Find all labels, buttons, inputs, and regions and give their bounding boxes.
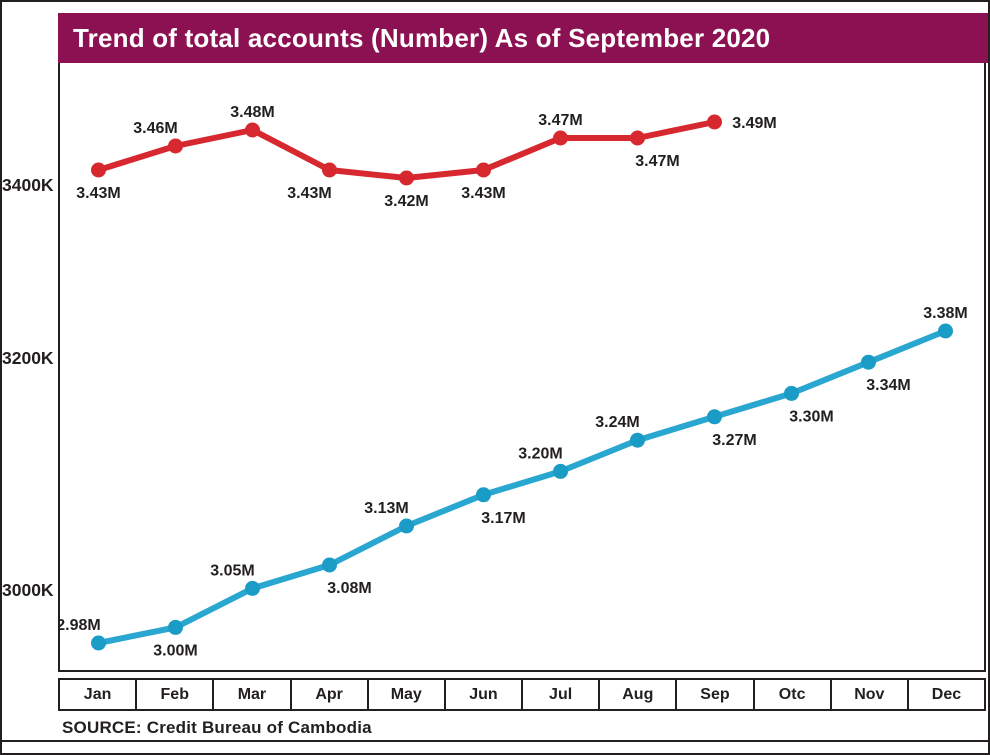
x-axis-month-cell: Nov [829, 680, 907, 709]
red-line-top-value-label: 3.43M [287, 185, 331, 202]
blue-line-bottom-point-Dec [938, 323, 953, 339]
x-axis-month-cell: Apr [289, 680, 367, 709]
x-axis: Jan Feb Mar Apr May Jun Jul Aug Sep Otc Nov Dec [58, 678, 986, 711]
bottom-divider [2, 740, 988, 742]
red-line-top-value-label: 3.46M [133, 120, 177, 137]
blue-line-bottom-point-Jul [553, 463, 568, 479]
red-line-top-point-Jul [553, 130, 568, 146]
blue-line-bottom-point-Apr [322, 557, 337, 573]
red-line-top-point-Sep [707, 114, 722, 130]
x-axis-month-cell: May [366, 680, 444, 709]
red-line-top-point-Jan [91, 162, 106, 178]
blue-line-bottom-value-label: 3.08M [327, 580, 371, 597]
blue-line-bottom-value-label: 2.98M [60, 617, 101, 634]
blue-line-bottom-point-Aug [630, 432, 645, 448]
blue-line-bottom-path [95, 328, 949, 646]
red-line-top-point-Aug [630, 130, 645, 146]
x-axis-month-cell: Mar [212, 680, 289, 709]
blue-line-bottom-point-Jan [91, 635, 106, 651]
y-axis-tick-label: 3000K [2, 580, 54, 600]
x-axis-month-cell: Dec [906, 680, 984, 709]
source-caption: SOURCE: Credit Bureau of Cambodia [62, 718, 372, 737]
plot-area: 3.43M 3.46M 3.48M 3.43M 3.42M 3.43M 3.47M 3.47M… [58, 63, 986, 672]
blue-line-bottom-value-label: 3.30M [789, 408, 833, 425]
red-line-top-value-label: 3.43M [461, 185, 505, 202]
blue-line-bottom-value-label: 3.24M [595, 414, 639, 431]
blue-line-bottom-value-label: 3.13M [364, 500, 408, 517]
red-line-top-value-label: 3.47M [635, 153, 679, 170]
blue-line-bottom-value-label: 3.27M [712, 432, 756, 449]
red-line-top-value-label: 3.42M [384, 193, 428, 210]
blue-line-bottom-point-Jun [476, 487, 491, 503]
x-axis-month-cell: Jun [443, 680, 521, 709]
x-axis-month-cell: Feb [135, 680, 212, 709]
line-chart-canvas: 3.43M 3.46M 3.48M 3.43M 3.42M 3.43M 3.47M 3.47M… [60, 104, 968, 659]
x-axis-month-cell: Jan [83, 685, 112, 703]
red-line-top-point-Jun [476, 162, 491, 178]
blue-line-bottom-point-Mar [245, 580, 260, 596]
red-line-top-point-Apr [322, 162, 337, 178]
red-line-top-value-label: 3.48M [230, 104, 274, 121]
blue-line-bottom-point-Nov [861, 354, 876, 370]
blue-line-bottom-value-label: 3.20M [518, 445, 562, 462]
red-line-top-point-Mar [245, 122, 260, 138]
red-line-top-value-label: 3.43M [76, 185, 120, 202]
red-line-top-value-label: 3.49M [732, 115, 776, 132]
red-line-top-path [95, 119, 718, 181]
red-line-top-value-label: 3.47M [538, 112, 582, 129]
x-axis-month-cell: Jul [521, 680, 598, 709]
blue-line-bottom-value-label: 3.17M [481, 510, 525, 527]
red-line-top-point-May [399, 170, 414, 186]
chart-title-bar: Trend of total accounts (Number) As of S… [58, 13, 988, 63]
blue-line-bottom-point-Feb [168, 619, 183, 635]
blue-line-bottom-point-Otc [784, 385, 799, 401]
blue-line-bottom-point-Sep [707, 409, 722, 425]
blue-line-bottom-value-label: 3.34M [866, 377, 910, 394]
blue-line-bottom-value-label: 3.00M [153, 642, 197, 659]
y-axis-tick-label: 3400K [2, 175, 54, 195]
red-line-top-point-Feb [168, 138, 183, 154]
x-axis-month-cell: Sep [675, 680, 752, 709]
blue-line-bottom-value-label: 3.05M [210, 562, 254, 579]
page-title: Trend of total accounts (Number) As of S… [73, 22, 771, 53]
y-axis-tick-label: 3200K [2, 348, 54, 368]
x-axis-month-cell: Otc [752, 680, 830, 709]
x-axis-month-cell: Aug [598, 680, 675, 709]
blue-line-bottom-point-May [399, 518, 414, 534]
blue-line-bottom-value-label: 3.38M [923, 305, 967, 322]
